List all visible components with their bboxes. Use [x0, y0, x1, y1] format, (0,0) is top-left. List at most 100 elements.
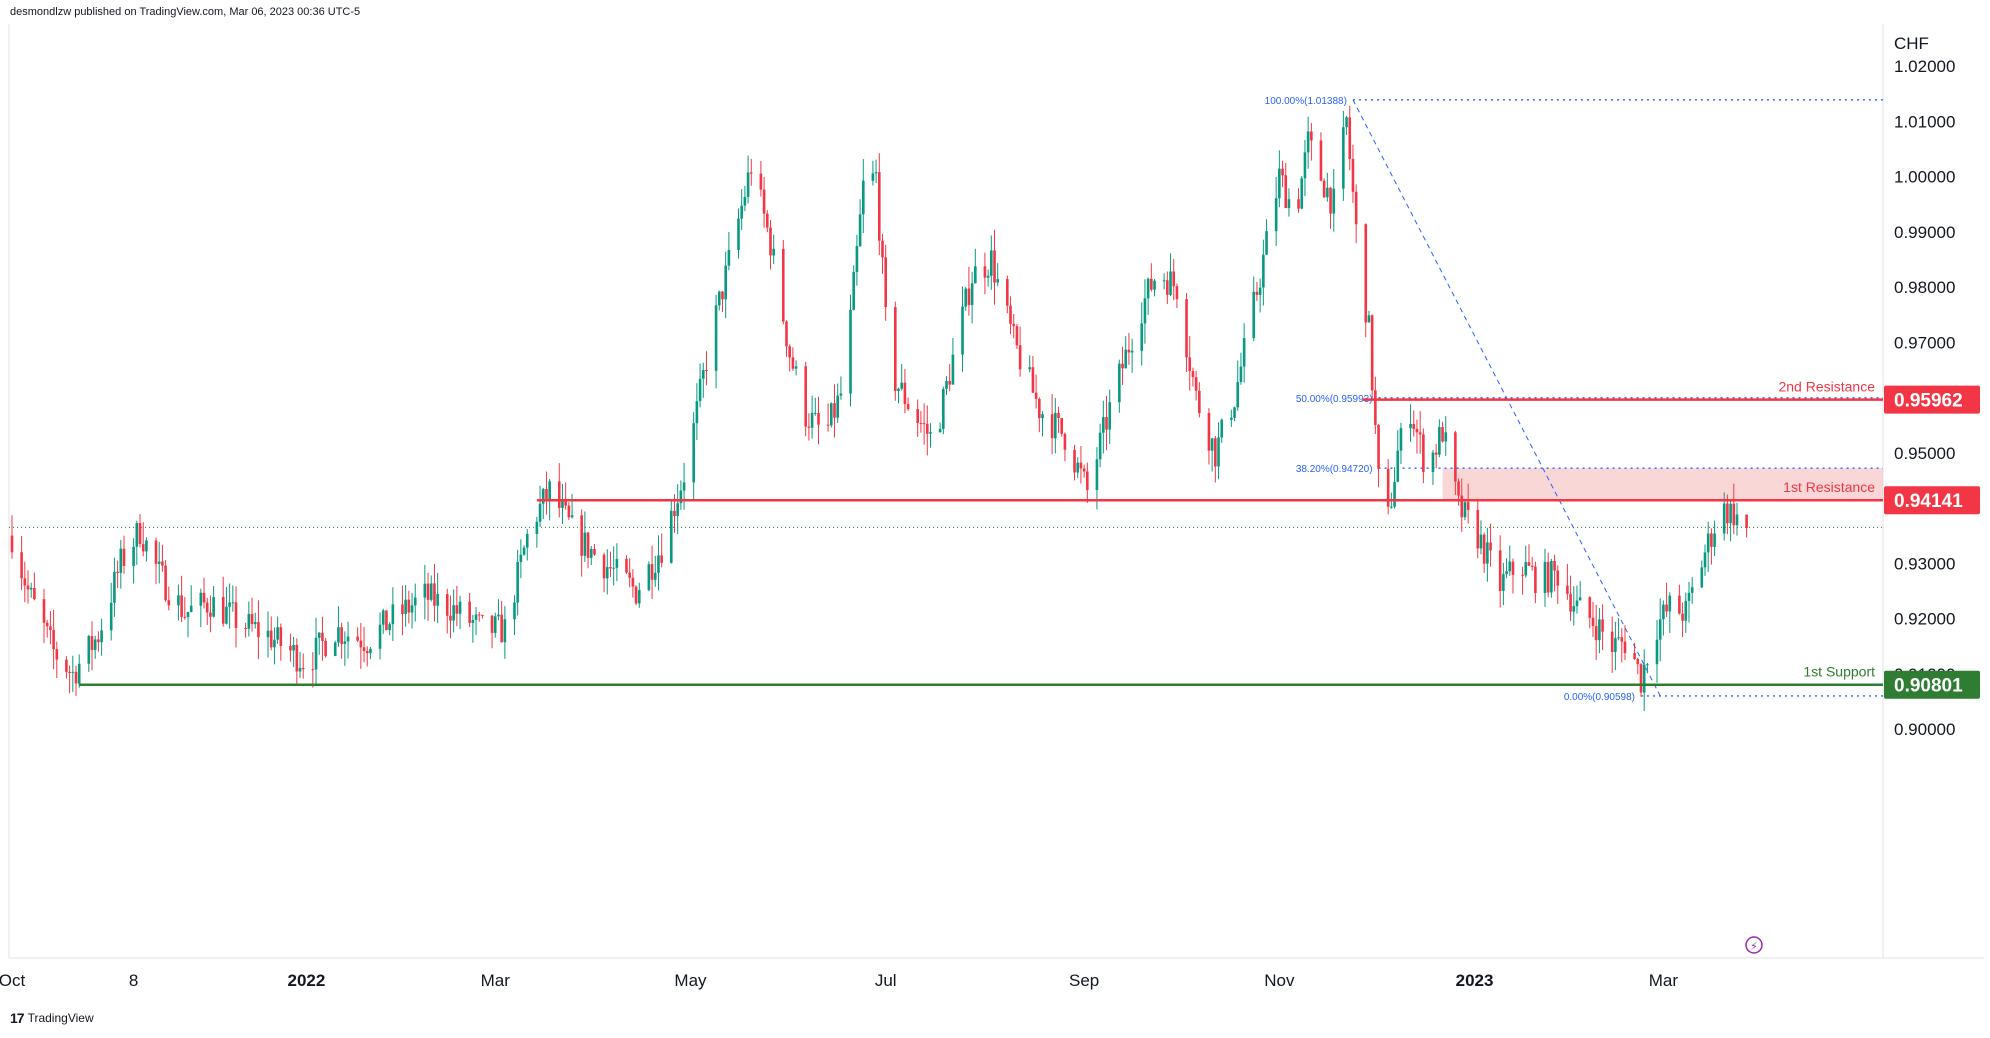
candle-body	[660, 555, 663, 563]
candle-body	[225, 606, 228, 624]
candle-body	[1534, 566, 1537, 593]
candle-body	[503, 619, 507, 643]
candle-body	[948, 380, 952, 385]
candle-body	[1220, 419, 1224, 438]
candle-body	[221, 597, 225, 624]
candle-body	[1242, 338, 1246, 367]
x-tick-label: Mar	[481, 971, 511, 990]
candle-body	[522, 547, 526, 555]
candle-body	[1386, 468, 1390, 507]
candle-body	[257, 622, 260, 638]
candle-body	[410, 605, 414, 613]
candle-body	[1095, 459, 1099, 490]
candle-body	[1031, 367, 1035, 393]
candle-body	[605, 567, 609, 579]
candle-body	[266, 630, 270, 638]
candle-body	[807, 426, 811, 428]
alert-icon	[1745, 936, 1763, 954]
candle-body	[769, 227, 772, 256]
candle-body	[1642, 664, 1646, 693]
candle-body	[26, 585, 30, 590]
candle-body	[273, 639, 276, 648]
y-tick-label: 1.00000	[1894, 168, 1955, 187]
candle-body	[1054, 412, 1057, 439]
candle-body	[1639, 664, 1643, 693]
candle-body	[1287, 199, 1291, 209]
candle-body	[1034, 392, 1038, 399]
y-tick-label: 0.95000	[1894, 444, 1955, 463]
resistance-1-label: 1st Resistance	[1783, 479, 1875, 495]
candle-body	[1700, 567, 1704, 588]
candle-body	[698, 378, 702, 402]
candle-body	[253, 622, 257, 625]
x-tick-label: Oct	[0, 971, 25, 990]
candle-body	[1454, 432, 1457, 482]
x-tick-label: 8	[129, 971, 138, 990]
candle-body	[1258, 287, 1262, 295]
fib-level-label: 0.00%(0.90598)	[1564, 692, 1635, 703]
candle-body	[516, 561, 519, 603]
candle-body	[1121, 363, 1124, 369]
candle-body	[1463, 502, 1467, 518]
candle-body	[1319, 140, 1323, 181]
candle-body	[1063, 433, 1067, 450]
candle-body	[477, 614, 481, 616]
candle-body	[785, 321, 788, 347]
candle-body	[721, 291, 724, 300]
candle-body	[1396, 450, 1400, 482]
candle-body	[1658, 619, 1662, 640]
candle-body	[1438, 427, 1441, 455]
candle-body	[580, 515, 583, 556]
candle-body	[1079, 462, 1083, 469]
candle-body	[177, 595, 180, 606]
candle-body	[452, 605, 455, 621]
candle-body	[692, 423, 695, 483]
candle-body	[1735, 514, 1739, 526]
candle-body	[391, 604, 395, 625]
candle-body	[545, 489, 548, 501]
candle-body	[362, 647, 366, 652]
candle-body	[794, 366, 798, 369]
candle-body	[1188, 357, 1192, 372]
candle-body	[186, 611, 190, 618]
candle-body	[631, 577, 635, 587]
candle-body	[714, 305, 718, 371]
candle-body	[23, 578, 27, 586]
candle-body	[849, 309, 852, 394]
y-tick-label: 0.92000	[1894, 610, 1955, 629]
candle-body	[1594, 626, 1598, 641]
candle-body	[1550, 561, 1553, 593]
candle-body	[1351, 158, 1355, 192]
candle-body	[1508, 561, 1512, 572]
candle-body	[1502, 574, 1505, 591]
candle-body	[1169, 271, 1172, 295]
candle-body	[990, 250, 993, 276]
candle-body	[1662, 604, 1665, 620]
candle-body	[615, 558, 619, 568]
candle-body	[356, 636, 359, 641]
candle-body	[1028, 367, 1032, 370]
candle-body	[135, 523, 139, 547]
candle-body	[340, 627, 343, 644]
candle-body	[1703, 552, 1707, 568]
candle-body	[826, 424, 830, 426]
x-tick-label: Jul	[875, 971, 897, 990]
candle-body	[167, 600, 171, 606]
candle-body	[1108, 402, 1112, 430]
candle-body	[490, 615, 494, 633]
candle-body	[538, 503, 542, 522]
candle-body	[1399, 428, 1403, 451]
candle-body	[894, 307, 897, 391]
tradingview-logo-icon: 17	[10, 1010, 25, 1026]
candle-body	[1610, 631, 1614, 653]
candle-body	[1153, 280, 1156, 290]
candle-body	[682, 482, 686, 491]
candle-body	[557, 481, 561, 508]
candle-body	[836, 395, 839, 418]
candle-body	[93, 639, 97, 650]
candle-body	[1252, 291, 1256, 339]
candle-body	[250, 613, 254, 625]
candle-body	[589, 549, 593, 558]
candle-body	[804, 366, 807, 427]
